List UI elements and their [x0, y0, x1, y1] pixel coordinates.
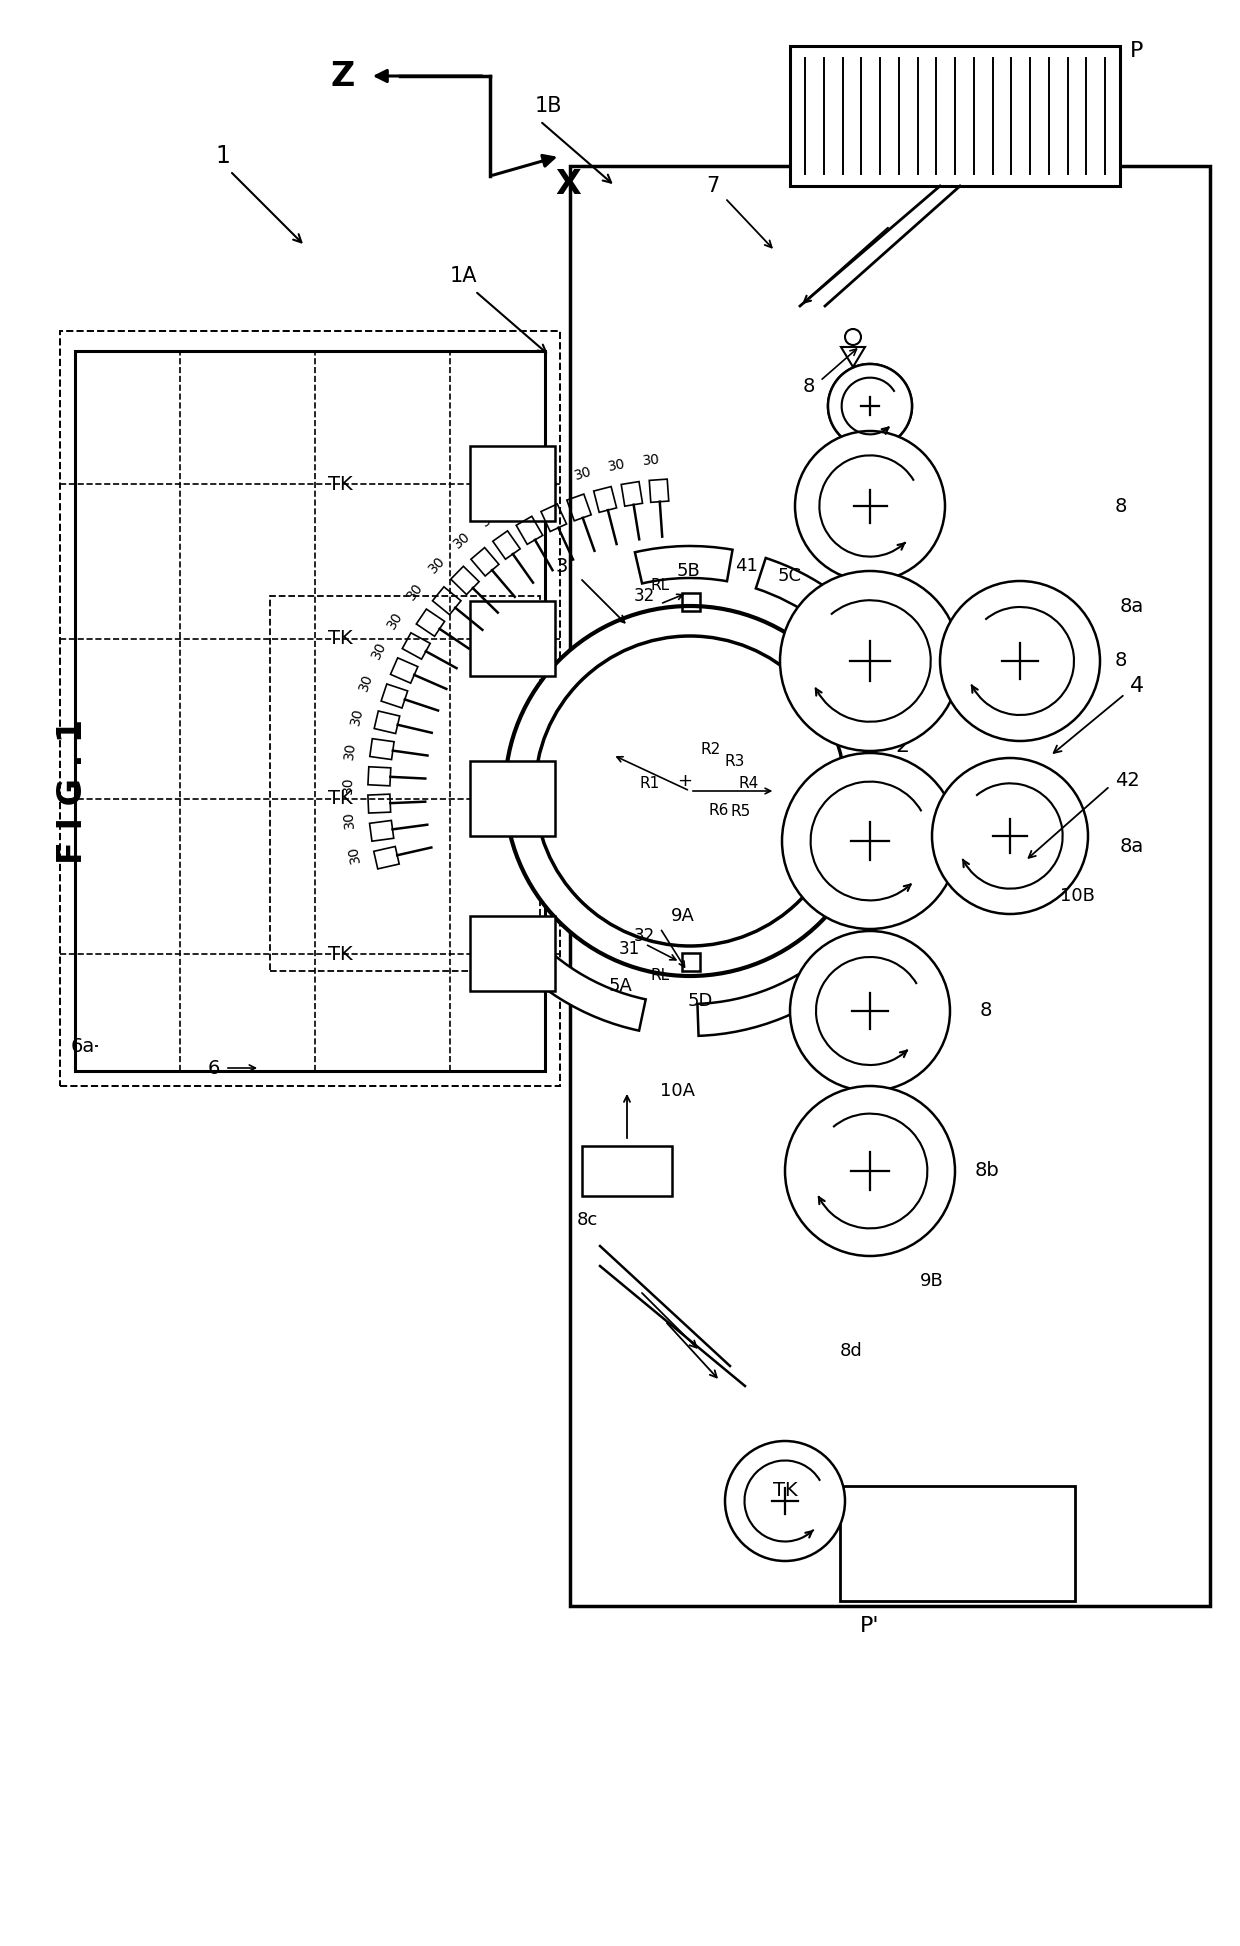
Text: 10B: 10B	[1060, 887, 1095, 905]
Text: RL: RL	[651, 969, 670, 983]
Text: R3: R3	[725, 753, 745, 769]
Wedge shape	[756, 559, 890, 669]
Text: 6a: 6a	[71, 1037, 95, 1055]
Text: 30: 30	[642, 453, 661, 467]
Text: Z: Z	[331, 60, 355, 93]
Circle shape	[534, 636, 844, 946]
Text: 1B: 1B	[534, 95, 563, 117]
Text: 2: 2	[895, 736, 909, 755]
Text: R4: R4	[738, 776, 758, 790]
Bar	[790, 47, 1120, 187]
Circle shape	[828, 364, 911, 448]
Text: 7: 7	[707, 175, 720, 197]
Text: 32: 32	[634, 926, 655, 946]
Text: 30: 30	[341, 811, 357, 829]
Text: 1: 1	[215, 144, 229, 167]
Text: 3: 3	[556, 557, 568, 576]
Text: 30: 30	[427, 553, 449, 576]
Circle shape	[795, 430, 945, 582]
Wedge shape	[697, 950, 854, 1035]
Text: 6: 6	[207, 1059, 219, 1078]
Text: 4: 4	[1130, 675, 1145, 697]
Circle shape	[940, 582, 1100, 741]
Wedge shape	[497, 922, 646, 1031]
Text: 5B: 5B	[676, 562, 699, 580]
Text: F I G . 1: F I G . 1	[56, 718, 88, 864]
Text: X: X	[556, 167, 580, 200]
Text: 30: 30	[357, 673, 376, 693]
Text: 5A: 5A	[608, 977, 632, 994]
Text: 8: 8	[1115, 652, 1127, 671]
Text: 42: 42	[1115, 771, 1140, 790]
Text: TK: TK	[327, 629, 352, 648]
Text: 5C: 5C	[777, 566, 802, 586]
Text: 30: 30	[508, 490, 529, 512]
Text: 30: 30	[479, 508, 501, 529]
Circle shape	[828, 364, 911, 448]
Bar	[470, 917, 556, 991]
Text: 5D: 5D	[687, 992, 713, 1010]
Bar	[582, 1146, 672, 1197]
Bar	[839, 1487, 1075, 1602]
Text: 30: 30	[606, 457, 626, 473]
Text: P: P	[1130, 41, 1143, 60]
Bar	[470, 601, 556, 675]
Circle shape	[780, 570, 960, 751]
Bar	[470, 446, 556, 522]
Text: 30: 30	[370, 640, 389, 662]
Circle shape	[725, 1440, 844, 1561]
Text: 30: 30	[539, 475, 560, 494]
Text: 30: 30	[342, 741, 358, 761]
Text: 30: 30	[346, 845, 362, 864]
Text: 30: 30	[347, 706, 366, 726]
Text: R1: R1	[640, 776, 660, 790]
Text: 41: 41	[735, 557, 758, 574]
Text: 30: 30	[404, 580, 425, 603]
Text: 10A: 10A	[660, 1082, 694, 1099]
Text: 8: 8	[802, 376, 815, 395]
Bar	[60, 331, 560, 1086]
Text: TK: TK	[327, 790, 352, 808]
Text: TK: TK	[327, 475, 352, 494]
Text: R2: R2	[701, 741, 720, 757]
Text: R5: R5	[730, 804, 750, 819]
Text: 1A: 1A	[450, 267, 477, 286]
Text: R6: R6	[708, 804, 728, 817]
Circle shape	[790, 930, 950, 1092]
Text: 32: 32	[634, 588, 655, 605]
Bar	[470, 761, 556, 837]
Circle shape	[932, 759, 1087, 915]
Circle shape	[782, 753, 959, 928]
Text: TK: TK	[773, 1481, 797, 1500]
Text: TK: TK	[327, 944, 352, 963]
Text: 8: 8	[1115, 496, 1127, 516]
Bar	[570, 165, 1210, 1605]
Bar	[74, 350, 546, 1070]
Text: P': P'	[861, 1615, 879, 1637]
Text: 30: 30	[451, 529, 474, 551]
Bar	[270, 595, 539, 971]
Text: RL: RL	[651, 578, 670, 594]
Text: 8c: 8c	[577, 1210, 598, 1230]
Text: 8a: 8a	[1120, 837, 1145, 856]
Text: 9A: 9A	[671, 907, 694, 924]
Bar	[682, 594, 701, 611]
Text: 9B: 9B	[920, 1273, 944, 1290]
Text: +: +	[677, 773, 692, 790]
Text: 8b: 8b	[975, 1162, 999, 1181]
Circle shape	[505, 605, 875, 977]
Text: 8a: 8a	[1120, 597, 1145, 615]
Text: 30: 30	[341, 776, 355, 794]
Text: 8d: 8d	[839, 1343, 863, 1360]
Text: 30: 30	[384, 609, 405, 631]
Circle shape	[785, 1086, 955, 1255]
Text: 8: 8	[980, 1002, 992, 1020]
Bar	[682, 954, 701, 971]
Text: 31: 31	[619, 940, 640, 957]
Text: 30: 30	[573, 465, 594, 483]
Wedge shape	[635, 547, 733, 584]
